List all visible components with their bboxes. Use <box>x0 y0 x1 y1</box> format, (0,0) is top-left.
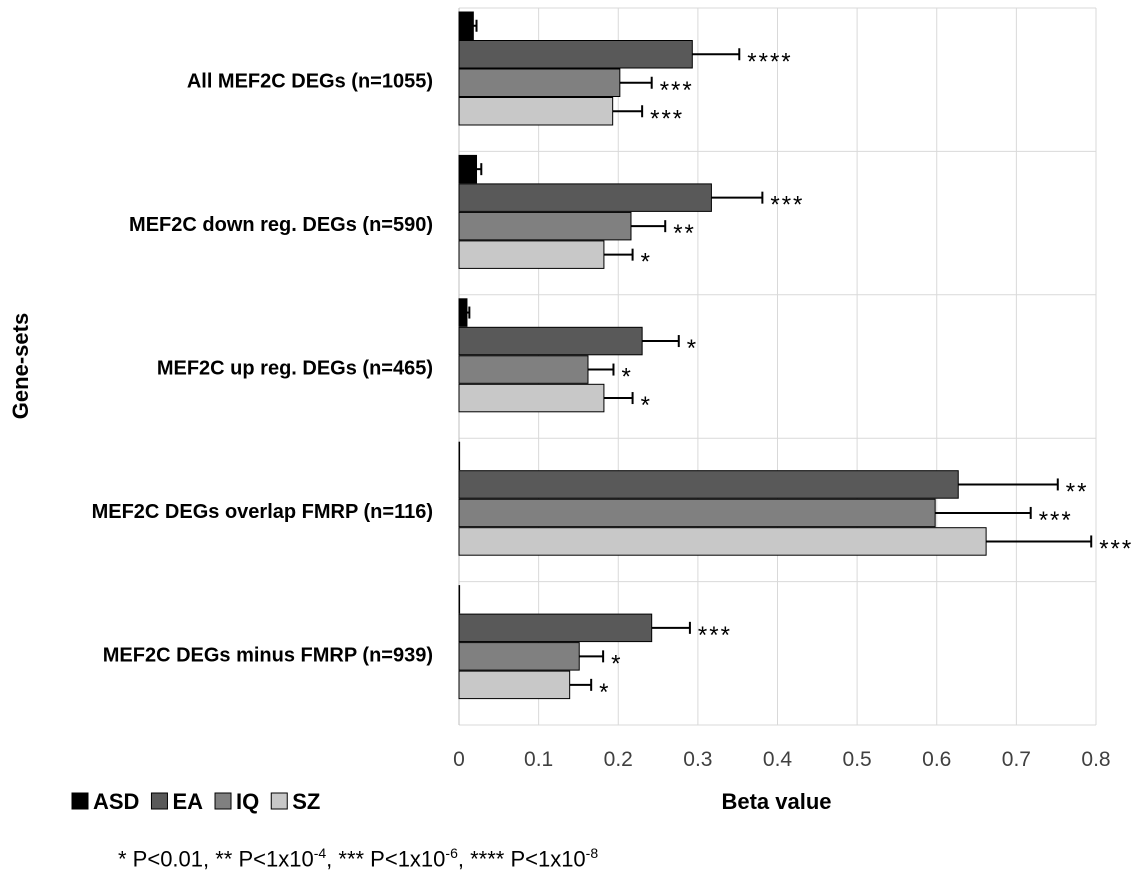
bar-ea <box>458 183 712 212</box>
significance-stars: * <box>641 392 652 419</box>
legend-label-asd: ASD <box>93 789 139 814</box>
bar-iq <box>458 498 936 528</box>
bar-iq <box>458 642 580 671</box>
significance-stars: * <box>611 650 622 677</box>
bar-asd <box>458 441 461 471</box>
category-label: MEF2C DEGs minus FMRP (n=939) <box>103 644 433 666</box>
bar-asd <box>458 585 461 614</box>
footnote-text-3: , **** P<1x10 <box>457 846 586 872</box>
significance-stars: * <box>687 335 698 362</box>
significance-stars: * <box>599 679 610 706</box>
bar-ea <box>458 470 959 499</box>
footnote-exp-2: -6 <box>445 845 458 861</box>
category-label: MEF2C up reg. DEGs (n=465) <box>157 358 433 380</box>
category-label: MEF2C DEGs overlap FMRP (n=116) <box>92 501 433 523</box>
legend-label-ea: EA <box>172 789 203 814</box>
legend-swatch-iq <box>214 792 232 810</box>
bar-sz <box>458 383 605 413</box>
legend-swatch-ea <box>150 792 168 810</box>
significance-stars: *** <box>770 192 804 219</box>
x-tick-label: 0.3 <box>683 748 712 771</box>
x-tick-label: 0.8 <box>1081 748 1110 771</box>
category-label: All MEF2C DEGs (n=1055) <box>187 71 433 93</box>
footnote-exp-3: -8 <box>585 845 599 861</box>
bar-ea <box>458 40 693 69</box>
significance-stars: *** <box>650 105 684 132</box>
x-tick-label: 0.4 <box>763 748 793 771</box>
bar-ea <box>458 326 643 356</box>
footnote-text-2: , *** P<1x10 <box>326 846 446 872</box>
significance-footnote: * P<0.01, ** P<1x10-4, *** P<1x10-6, ***… <box>118 845 598 872</box>
bar-sz <box>458 97 614 126</box>
bar-sz <box>458 527 987 556</box>
y-axis-title: Gene-sets <box>8 313 33 419</box>
bar-iq <box>458 211 632 241</box>
x-tick-label: 0.2 <box>604 748 633 771</box>
significance-stars: *** <box>660 77 694 104</box>
bar-ea <box>458 613 653 643</box>
bar-iq <box>458 355 589 384</box>
x-axis-title: Beta value <box>721 789 831 814</box>
x-tick-label: 0 <box>453 748 465 771</box>
bar-asd <box>458 154 478 184</box>
bar-sz <box>458 240 605 269</box>
footnote-text-1: * P<0.01, ** P<1x10 <box>118 846 314 872</box>
x-tick-label: 0.5 <box>843 748 872 771</box>
category-label: MEF2C down reg. DEGs (n=590) <box>129 214 433 236</box>
significance-stars: *** <box>1039 507 1073 534</box>
significance-stars: * <box>621 364 632 391</box>
legend-swatch-asd <box>71 792 89 810</box>
bar-asd <box>458 298 468 327</box>
x-tick-label: 0.6 <box>922 748 951 771</box>
x-tick-label: 0.1 <box>524 748 553 771</box>
significance-stars: ** <box>1066 478 1089 505</box>
bar-asd <box>458 11 474 40</box>
significance-stars: **** <box>747 48 792 75</box>
legend-label-iq: IQ <box>236 789 259 814</box>
legend-swatch-sz <box>270 792 288 810</box>
footnote-exp-1: -4 <box>313 845 327 861</box>
beta-value-bar-chart: **********All MEF2C DEGs (n=1055)******M… <box>8 7 1133 814</box>
significance-stars: ** <box>673 220 696 247</box>
legend-label-sz: SZ <box>292 789 320 814</box>
x-tick-label: 0.7 <box>1002 748 1031 771</box>
significance-stars: *** <box>1099 535 1133 562</box>
significance-stars: * <box>641 249 652 276</box>
bar-sz <box>458 670 571 700</box>
significance-stars: *** <box>698 622 732 649</box>
bar-iq <box>458 68 621 97</box>
